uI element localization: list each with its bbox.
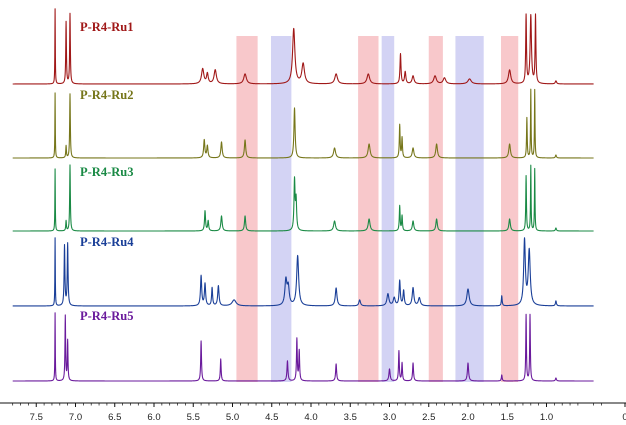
spectrum-line-3 [12,164,594,232]
highlight-band-7 [500,36,519,382]
x-tick-label-10: 3.0 [383,412,396,423]
series-label-3: P-R4-Ru3 [80,165,133,179]
x-tick-label-9: 3.5 [344,412,357,423]
series-label-5: P-R4-Ru5 [80,309,133,323]
highlight-band-6 [455,36,484,382]
highlight-band-4 [381,36,395,382]
x-tick-label-14: 1.0 [540,412,553,423]
spectrum-line-4 [12,237,594,307]
series-label-4: P-R4-Ru4 [80,235,134,249]
series-label-2: P-R4-Ru2 [80,88,133,102]
spectra-traces [12,8,594,382]
x-tick-label-3: 6.5 [108,412,121,423]
x-tick-label-2: 7.0 [69,412,82,423]
x-tick-label-5: 5.5 [187,412,200,423]
spectrum-line-2 [12,88,594,159]
highlight-band-3 [358,36,379,382]
spectrum-line-1 [12,8,594,85]
x-tick-label-11: 2.5 [422,412,435,423]
highlight-band-2 [270,36,292,382]
x-tick-label-7: 4.5 [265,412,278,423]
series-labels: P-R4-Ru1 P-R4-Ru2 P-R4-Ru3 P-R4-Ru4 P-R4-Ru5 [80,20,134,323]
x-tick-label-4: 6.0 [147,412,160,423]
x-axis-ticks: 7.5 7.0 6.5 6.0 5.5 5.0 4.5 4.0 3.5 3.0 2.5 2.0 1.5 1… [12,403,626,423]
series-label-1: P-R4-Ru1 [80,20,133,34]
x-tick-label-12: 2.0 [461,412,474,423]
x-tick-label-15: 0 [622,412,626,423]
highlight-band-1 [236,36,258,382]
x-axis: 7.5 7.0 6.5 6.0 5.5 5.0 4.5 4.0 3.5 3.0 2.5 2.0 1.5 1… [0,402,626,423]
spectrum-line-5 [12,312,594,382]
x-tick-label-8: 4.0 [304,412,317,423]
highlight-bands [236,36,519,382]
x-tick-label-1: 7.5 [30,412,43,423]
highlight-band-5 [428,36,443,382]
x-tick-label-6: 5.0 [226,412,239,423]
x-tick-label-13: 1.5 [501,412,514,423]
